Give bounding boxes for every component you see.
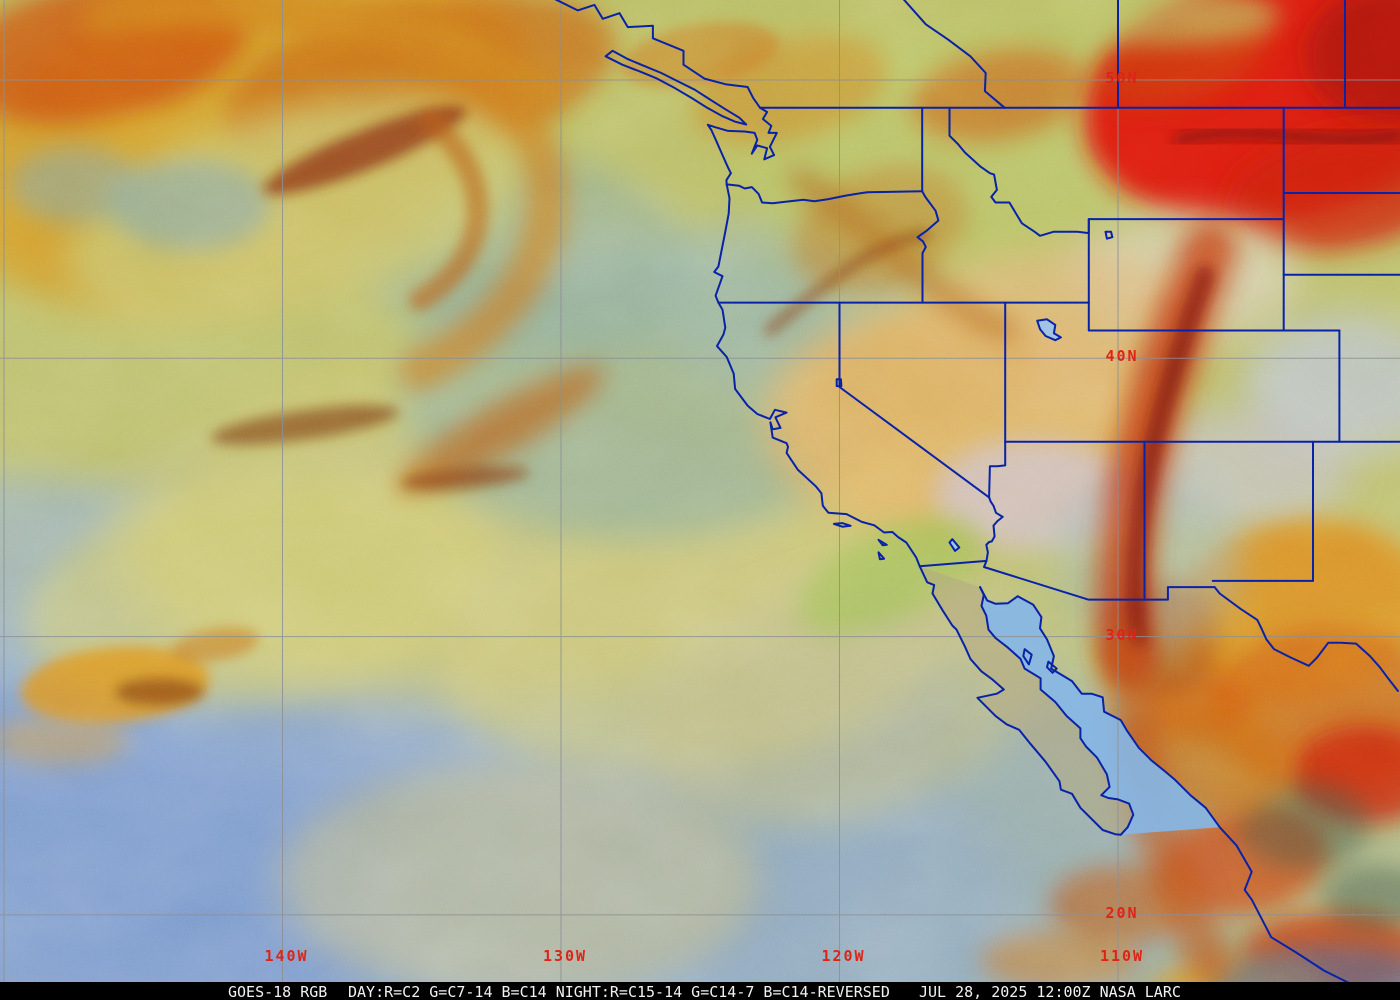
border-isla-tiburon [1046, 660, 1058, 674]
border-mainland-coast [979, 586, 1350, 982]
border-yellowstone-lk [1104, 230, 1114, 240]
border-puget-coast [706, 106, 778, 186]
border-wa-or [725, 183, 924, 205]
border-ca-nv [838, 301, 991, 499]
salton-sea-fill [949, 539, 960, 551]
product-label: GOES-18 RGB [228, 983, 328, 1000]
border-isl-san-clemente [877, 551, 886, 561]
border-bc-coast [554, 0, 762, 109]
border-isla-angel [1022, 648, 1033, 666]
border-rio-grande [1213, 586, 1399, 692]
border-colorado-river-s [985, 496, 1004, 562]
water-fills [919, 319, 1220, 835]
gulf-of-california-fill [980, 587, 1220, 835]
baja-peninsula-fill [919, 566, 1134, 835]
border-isl-catalina [877, 538, 888, 547]
border-baja-east [979, 586, 1135, 836]
border-vancouver-island [604, 49, 748, 126]
rgb-recipe-label: DAY:R=C2 G=C7-14 B=C14 NIGHT:R=C15-14 G=… [348, 983, 890, 1000]
border-pacific-coast [713, 183, 921, 568]
border-id-mt [948, 106, 1090, 237]
timestamp-label: JUL 28, 2025 12:00Z NASA LARC [919, 983, 1181, 1000]
border-bc-ab [902, 0, 1006, 109]
border-salton [948, 538, 961, 552]
border-or-id [916, 190, 940, 304]
status-bar: GOES-18 RGB DAY:R=C2 G=C7-14 B=C14 NIGHT… [0, 982, 1400, 1000]
map-borders [554, 0, 1400, 982]
border-mex-border [918, 559, 1216, 601]
border-ut-wy [1087, 301, 1146, 332]
border-tahoe [835, 378, 843, 388]
border-isl-santa-rosa [832, 522, 852, 528]
border-baja-west [918, 565, 1122, 836]
border-gsl [1036, 318, 1062, 342]
border-nv-az [988, 440, 1007, 499]
